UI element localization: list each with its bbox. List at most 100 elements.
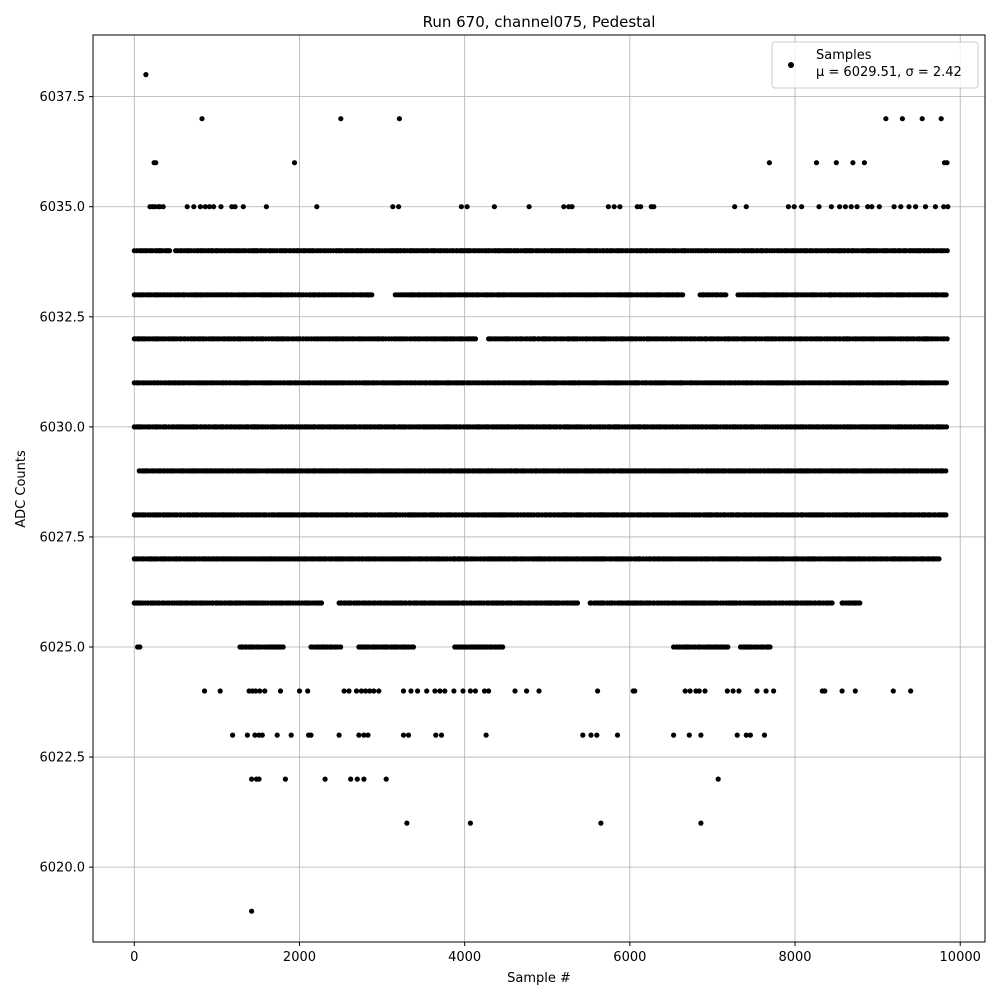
y-tick-label: 6030.0 (40, 420, 86, 435)
data-point (346, 688, 352, 694)
data-point (253, 688, 259, 694)
y-tick-label: 6020.0 (40, 861, 86, 876)
data-point (472, 336, 479, 342)
data-point (191, 204, 197, 210)
data-point (314, 204, 320, 210)
data-point (232, 204, 238, 210)
x-tick-label: 6000 (613, 950, 646, 965)
ticks-layer: 0 2000 4000 6000 8000 10000 6020.0 6022.5 6025.0… (40, 90, 981, 965)
data-point (723, 292, 729, 298)
data-point (249, 908, 255, 914)
data-point (291, 160, 298, 166)
data-point (396, 116, 402, 122)
data-point (481, 688, 488, 694)
data-point (698, 732, 704, 738)
data-point (651, 204, 657, 210)
data-point (472, 688, 478, 694)
data-point (365, 732, 371, 738)
data-point (341, 688, 347, 694)
data-point (160, 204, 166, 210)
data-point (288, 732, 294, 738)
data-point (936, 556, 942, 562)
data-point (184, 204, 190, 210)
data-point (263, 204, 269, 210)
data-point (595, 688, 601, 694)
data-point (852, 688, 858, 694)
data-point (274, 732, 280, 738)
y-axis-label: ADC Counts (14, 450, 29, 528)
data-point (682, 688, 688, 694)
data-point (848, 204, 854, 210)
data-point (822, 688, 828, 694)
data-point (442, 688, 448, 694)
data-point (944, 336, 950, 342)
data-point (857, 600, 863, 606)
data-point (433, 732, 439, 738)
data-point (617, 204, 623, 210)
data-point (367, 688, 373, 694)
data-point (906, 204, 912, 210)
data-point (785, 204, 792, 210)
data-point (512, 688, 518, 694)
data-point (943, 380, 950, 386)
data-point (438, 732, 445, 738)
data-point (876, 204, 882, 210)
y-tick-label: 6037.5 (40, 90, 86, 105)
data-point (358, 688, 364, 694)
data-point (854, 204, 860, 210)
data-point (308, 732, 314, 738)
data-point (408, 688, 414, 694)
data-point (410, 644, 417, 650)
data-point (638, 204, 644, 210)
y-tick-label: 6032.5 (40, 310, 86, 325)
data-point (833, 160, 839, 166)
data-point (743, 732, 749, 738)
data-point (686, 732, 692, 738)
data-point (277, 688, 284, 694)
data-point (262, 688, 268, 694)
data-point (913, 204, 919, 210)
data-point (869, 204, 875, 210)
data-point (842, 204, 849, 210)
data-point (348, 776, 354, 782)
data-point (605, 204, 612, 210)
data-point (280, 644, 286, 650)
data-point (371, 688, 377, 694)
data-point (405, 732, 412, 738)
data-point (574, 600, 581, 606)
data-point (282, 776, 288, 782)
data-point (943, 468, 949, 474)
data-point (761, 732, 768, 738)
data-point (500, 644, 506, 650)
data-point (908, 688, 914, 694)
data-point (588, 732, 594, 738)
data-point (491, 204, 497, 210)
data-point (922, 204, 929, 210)
data-point (467, 820, 473, 826)
data-point (211, 204, 217, 210)
data-point (850, 160, 856, 166)
data-point (943, 512, 949, 518)
data-point (536, 688, 542, 694)
data-point (614, 732, 621, 738)
data-point (594, 732, 600, 738)
data-point (687, 688, 693, 694)
data-point (932, 204, 939, 210)
data-point (766, 160, 773, 166)
x-tick-label: 0 (130, 950, 138, 965)
data-point (839, 688, 845, 694)
data-point (460, 688, 466, 694)
data-point (244, 732, 250, 738)
data-point (206, 204, 213, 210)
data-point (569, 204, 575, 210)
data-point (432, 688, 438, 694)
data-point (390, 204, 396, 210)
data-point (400, 732, 407, 738)
data-point (791, 204, 797, 210)
data-point (945, 204, 951, 210)
points-layer (131, 72, 951, 914)
data-point (202, 204, 208, 210)
data-point (338, 644, 344, 650)
data-point (767, 644, 773, 650)
x-tick-label: 10000 (940, 950, 981, 965)
